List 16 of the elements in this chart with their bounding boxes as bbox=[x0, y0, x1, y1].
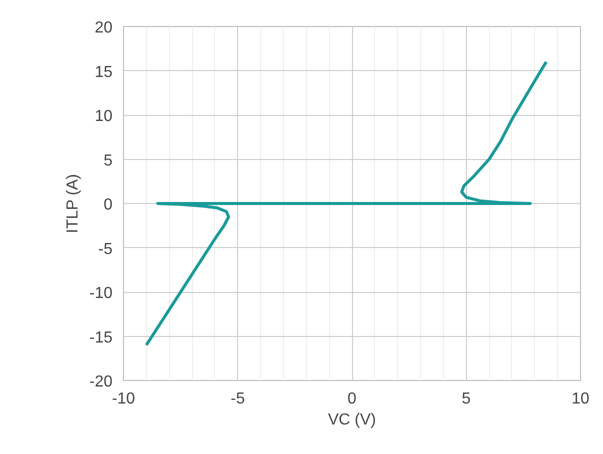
y-tick-label: 15 bbox=[94, 64, 113, 81]
y-tick-label: 5 bbox=[104, 152, 113, 170]
y-tick-label: 10 bbox=[94, 108, 113, 125]
y-tick-label: -10 bbox=[89, 285, 113, 302]
x-tick-label: -5 bbox=[230, 390, 245, 408]
y-axis-title: ITLP (A) bbox=[64, 174, 82, 234]
y-tick-label: -5 bbox=[98, 240, 113, 258]
x-tick-label: 0 bbox=[348, 390, 357, 408]
y-tick-label: 20 bbox=[94, 20, 113, 36]
y-tick-label: -20 bbox=[89, 374, 113, 390]
x-tick-label: 10 bbox=[572, 390, 590, 408]
y-tick-label: 0 bbox=[104, 196, 113, 214]
x-tick-label: 5 bbox=[462, 390, 471, 408]
x-axis-title: VC (V) bbox=[328, 412, 376, 428]
line-series bbox=[144, 60, 548, 347]
y-tick-label: -15 bbox=[89, 329, 113, 346]
